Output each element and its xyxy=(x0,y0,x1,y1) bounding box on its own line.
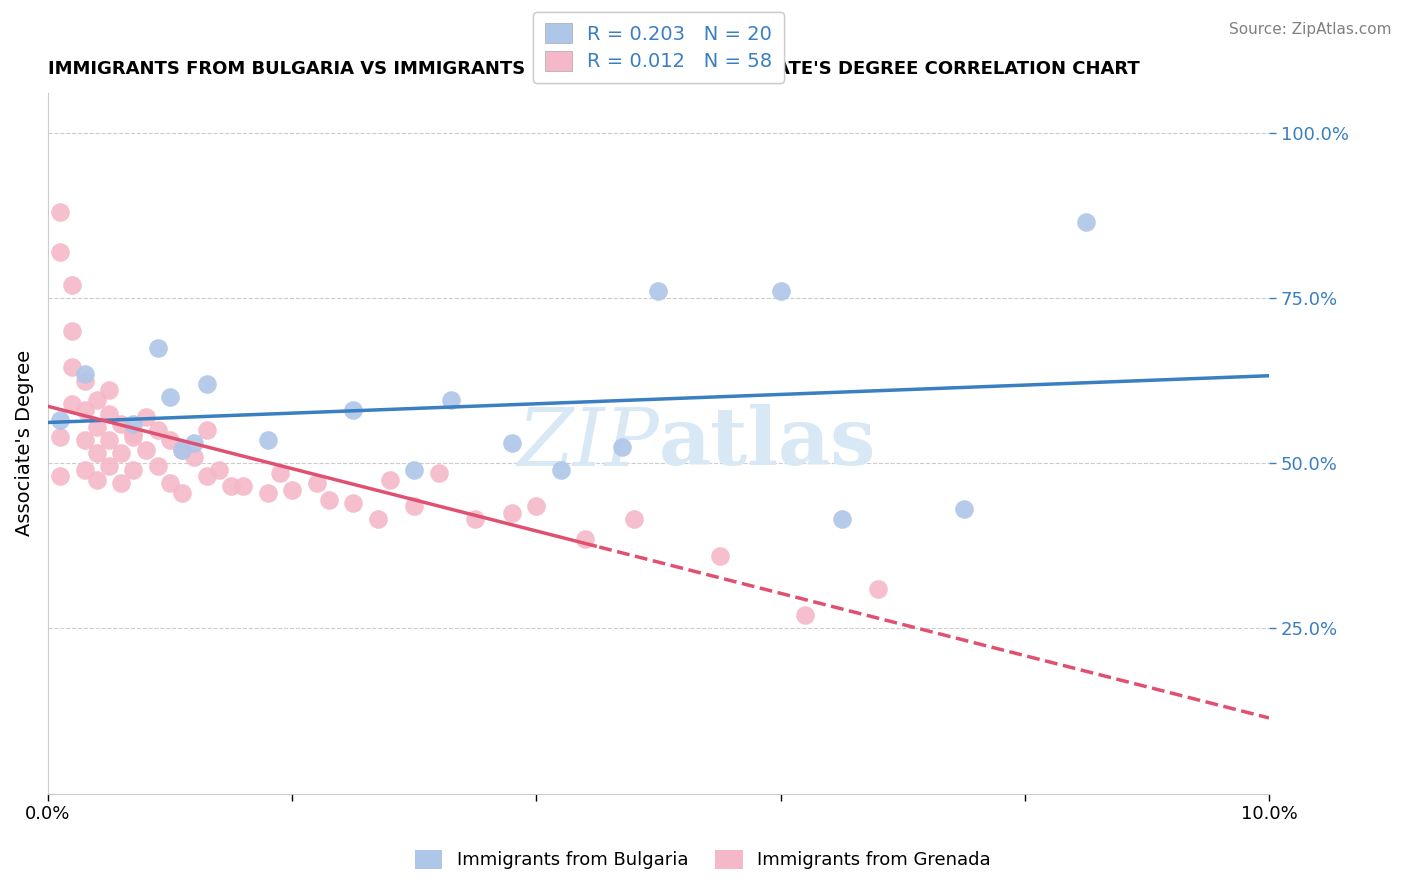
Point xyxy=(440,393,463,408)
Point xyxy=(60,360,83,375)
Legend: Immigrants from Bulgaria, Immigrants from Grenada: Immigrants from Bulgaria, Immigrants fro… xyxy=(406,841,1000,879)
Point xyxy=(769,285,792,299)
Point xyxy=(146,423,169,437)
Point xyxy=(232,479,254,493)
Point xyxy=(86,446,108,460)
Point xyxy=(49,430,72,444)
Point xyxy=(831,512,853,526)
Point xyxy=(464,512,486,526)
Point xyxy=(122,417,145,431)
Point xyxy=(623,512,645,526)
Point xyxy=(172,442,194,457)
Text: Source: ZipAtlas.com: Source: ZipAtlas.com xyxy=(1229,22,1392,37)
Point xyxy=(256,486,278,500)
Point xyxy=(146,459,169,474)
Point xyxy=(342,403,364,417)
Point xyxy=(97,459,120,474)
Point xyxy=(952,502,974,516)
Point xyxy=(256,433,278,447)
Point xyxy=(501,436,523,450)
Point xyxy=(550,463,572,477)
Point xyxy=(172,486,194,500)
Point xyxy=(110,446,132,460)
Point xyxy=(574,532,596,546)
Point xyxy=(97,407,120,421)
Point xyxy=(49,413,72,427)
Point xyxy=(73,367,96,381)
Point xyxy=(318,492,340,507)
Point xyxy=(159,433,181,447)
Point xyxy=(647,285,669,299)
Point xyxy=(60,324,83,338)
Y-axis label: Associate's Degree: Associate's Degree xyxy=(15,351,34,536)
Point xyxy=(60,277,83,292)
Point xyxy=(269,466,291,480)
Point xyxy=(1074,215,1097,229)
Point xyxy=(367,512,389,526)
Point xyxy=(135,409,157,424)
Point xyxy=(49,469,72,483)
Point xyxy=(219,479,242,493)
Text: IMMIGRANTS FROM BULGARIA VS IMMIGRANTS FROM GRENADA ASSOCIATE'S DEGREE CORRELATI: IMMIGRANTS FROM BULGARIA VS IMMIGRANTS F… xyxy=(48,60,1140,78)
Point xyxy=(97,433,120,447)
Point xyxy=(86,473,108,487)
Point xyxy=(342,496,364,510)
Point xyxy=(122,430,145,444)
Point xyxy=(172,442,194,457)
Point xyxy=(709,549,731,563)
Text: ZIP: ZIP xyxy=(516,405,658,482)
Point xyxy=(73,403,96,417)
Point xyxy=(135,442,157,457)
Point xyxy=(868,582,890,596)
Point xyxy=(404,463,426,477)
Point xyxy=(378,473,401,487)
Point xyxy=(110,475,132,490)
Point xyxy=(86,393,108,408)
Point xyxy=(183,450,205,464)
Point xyxy=(183,436,205,450)
Point xyxy=(195,469,218,483)
Point xyxy=(195,423,218,437)
Point xyxy=(159,390,181,404)
Point xyxy=(208,463,231,477)
Point xyxy=(73,433,96,447)
Point xyxy=(427,466,450,480)
Point xyxy=(122,463,145,477)
Point xyxy=(159,475,181,490)
Point xyxy=(110,417,132,431)
Point xyxy=(404,499,426,513)
Point xyxy=(281,483,304,497)
Point xyxy=(73,374,96,388)
Point xyxy=(49,205,72,219)
Point xyxy=(794,608,817,623)
Point xyxy=(305,475,328,490)
Point xyxy=(195,376,218,391)
Point xyxy=(524,499,547,513)
Point xyxy=(146,341,169,355)
Point xyxy=(501,506,523,520)
Point xyxy=(86,420,108,434)
Point xyxy=(49,244,72,259)
Legend: R = 0.203   N = 20, R = 0.012   N = 58: R = 0.203 N = 20, R = 0.012 N = 58 xyxy=(533,12,785,83)
Point xyxy=(60,397,83,411)
Point xyxy=(122,426,145,441)
Point xyxy=(73,463,96,477)
Point xyxy=(97,384,120,398)
Point xyxy=(610,440,633,454)
Text: atlas: atlas xyxy=(658,404,876,483)
